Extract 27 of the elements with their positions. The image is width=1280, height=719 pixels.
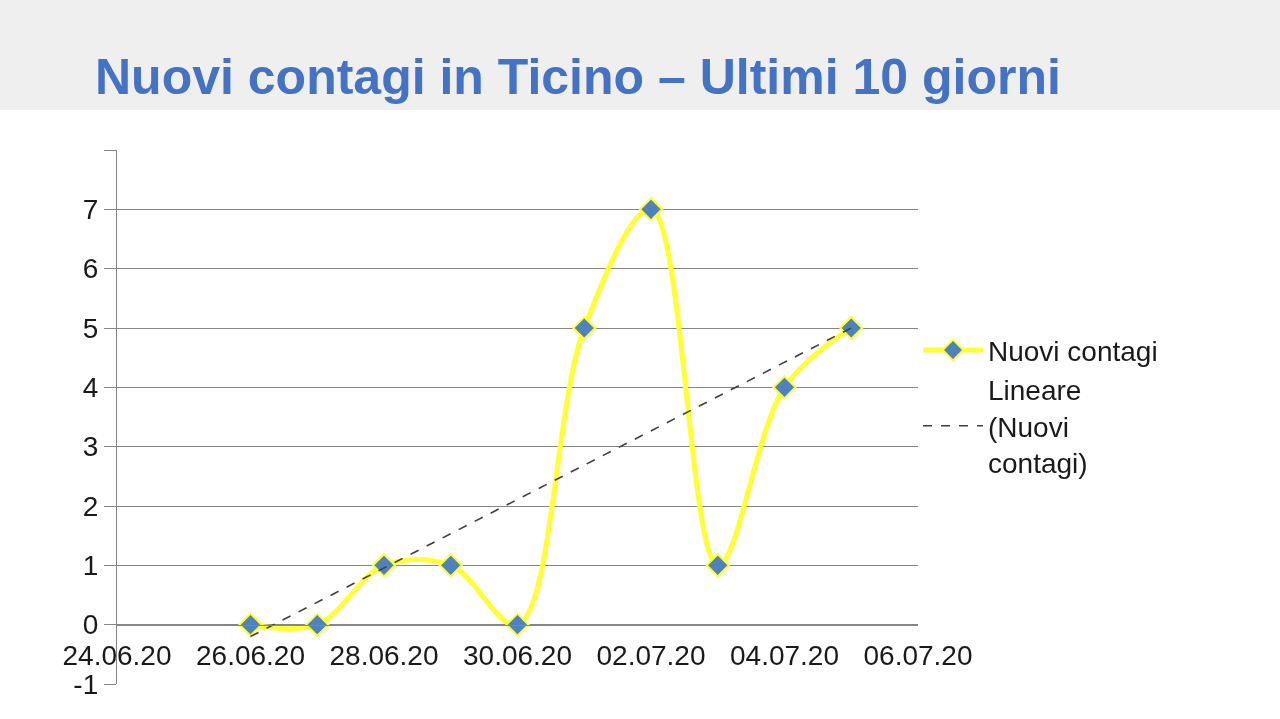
x-tick-label: 28.06.20 — [329, 640, 439, 672]
point — [572, 315, 597, 341]
y-tick-label: 0 — [82, 609, 99, 641]
point — [438, 553, 463, 578]
y-tick-label: 6 — [82, 253, 99, 285]
point — [305, 612, 330, 637]
legend-label: Lineare (Nuovi contagi) — [988, 375, 1088, 480]
point — [705, 553, 730, 578]
point — [839, 315, 864, 341]
point — [772, 375, 797, 400]
point — [371, 553, 397, 578]
chart-title: Nuovi contagi in Ticino – Ultimi 10 giorni — [95, 48, 1061, 105]
y-tick-label: 4 — [82, 372, 99, 404]
y-tick-label: 5 — [82, 312, 99, 344]
y-tick-label: 2 — [82, 490, 99, 522]
x-tick-label: 02.07.20 — [596, 640, 706, 672]
x-tick-label: 30.06.20 — [463, 640, 572, 672]
legend-label: Nuovi contagi — [988, 335, 1158, 367]
x-tick-label: 06.07.20 — [863, 640, 973, 672]
x-tick-label: 04.07.20 — [730, 640, 839, 672]
point — [638, 197, 664, 222]
y-tick-label: 7 — [82, 194, 99, 226]
x-tick-label: 26.06.20 — [196, 640, 305, 672]
point — [238, 612, 263, 637]
point — [505, 612, 530, 637]
y-tick-label: 1 — [82, 550, 99, 582]
y-tick-label: 3 — [82, 431, 99, 463]
